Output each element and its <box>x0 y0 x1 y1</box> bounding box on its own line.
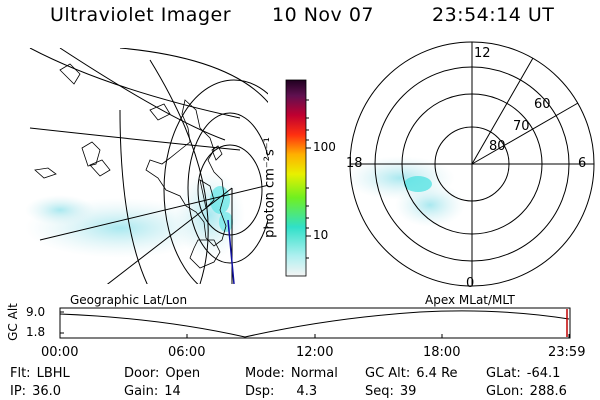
mlt-label-6: 6 <box>578 156 587 171</box>
filter-label: Flt: <box>10 366 31 381</box>
instrument-title: Ultraviolet Imager <box>50 4 232 26</box>
time-tick-0000: 00:00 <box>41 345 79 360</box>
mlat-label-80: 80 <box>489 139 506 154</box>
info-glon: GLon: 288.6 <box>486 384 567 399</box>
gc-alt-value: 6.4 Re <box>416 366 458 381</box>
aurora-glow-polar <box>350 156 465 227</box>
door-label: Door: <box>124 366 160 381</box>
dsp-value: 4.3 <box>296 384 318 399</box>
ip-label: IP: <box>10 384 27 399</box>
gc-alt-label: GC Alt: <box>365 366 411 381</box>
glon-value: 288.6 <box>529 384 567 399</box>
aurora-glow-geo <box>25 170 245 260</box>
info-ip: IP: 36.0 <box>10 384 61 399</box>
glat-label: GLat: <box>486 366 521 381</box>
seq-value: 39 <box>399 384 417 399</box>
altitude-axis-label: GC Alt <box>5 303 20 341</box>
filter-value: LBHL <box>36 366 70 381</box>
altitude-curve <box>59 310 570 338</box>
colorbar-tick-10: 10 <box>313 228 329 242</box>
mlat-label-70: 70 <box>513 119 530 134</box>
geographic-caption: Geographic Lat/Lon <box>70 293 188 307</box>
colorbar-tick-100: 100 <box>313 140 336 154</box>
glon-label: GLon: <box>486 384 524 399</box>
info-door: Door: Open <box>124 366 200 381</box>
time-tick-1800: 18:00 <box>423 345 461 360</box>
altitude-tick-1-8: 1.8 <box>26 325 46 339</box>
door-value: Open <box>165 366 201 381</box>
seq-label: Seq: <box>365 384 394 399</box>
info-gain: Gain: 14 <box>124 384 181 399</box>
glat-value: -64.1 <box>526 366 561 381</box>
geographic-map <box>25 48 268 284</box>
info-seq: Seq: 39 <box>365 384 416 399</box>
mlat-label-60: 60 <box>534 97 551 112</box>
mlt-label-0: 0 <box>466 276 475 291</box>
apex-caption: Apex MLat/MLT <box>425 293 515 307</box>
time-tick-1200: 12:00 <box>296 345 334 360</box>
altitude-timeline <box>59 307 571 339</box>
observation-date: 10 Nov 07 <box>272 4 375 26</box>
info-gc-alt: GC Alt: 6.4 Re <box>365 366 458 381</box>
gain-value: 14 <box>164 384 181 399</box>
gain-label: Gain: <box>124 384 159 399</box>
mlt-label-18: 18 <box>346 156 363 171</box>
dsp-label: Dsp: <box>245 384 275 399</box>
ip-value: 36.0 <box>32 384 62 399</box>
info-glat: GLat: -64.1 <box>486 366 560 381</box>
colorbar <box>285 79 311 277</box>
mode-label: Mode: <box>245 366 285 381</box>
info-filter: Flt: LBHL <box>10 366 70 381</box>
mode-value: Normal <box>290 366 338 381</box>
mlt-label-12: 12 <box>474 46 491 61</box>
coastlines <box>34 63 227 269</box>
time-tick-0600: 06:00 <box>168 345 206 360</box>
info-dsp: Dsp: 4.3 <box>245 384 317 399</box>
altitude-tick-9: 9.0 <box>26 305 46 319</box>
info-mode: Mode: Normal <box>245 366 338 381</box>
observation-time: 23:54:14 UT <box>432 4 555 26</box>
spacecraft-track <box>227 219 235 284</box>
colorbar-unit-label: photon cm⁻²s⁻¹ <box>262 137 278 238</box>
time-tick-2359: 23:59 <box>548 345 586 360</box>
polar-plot <box>349 41 595 287</box>
